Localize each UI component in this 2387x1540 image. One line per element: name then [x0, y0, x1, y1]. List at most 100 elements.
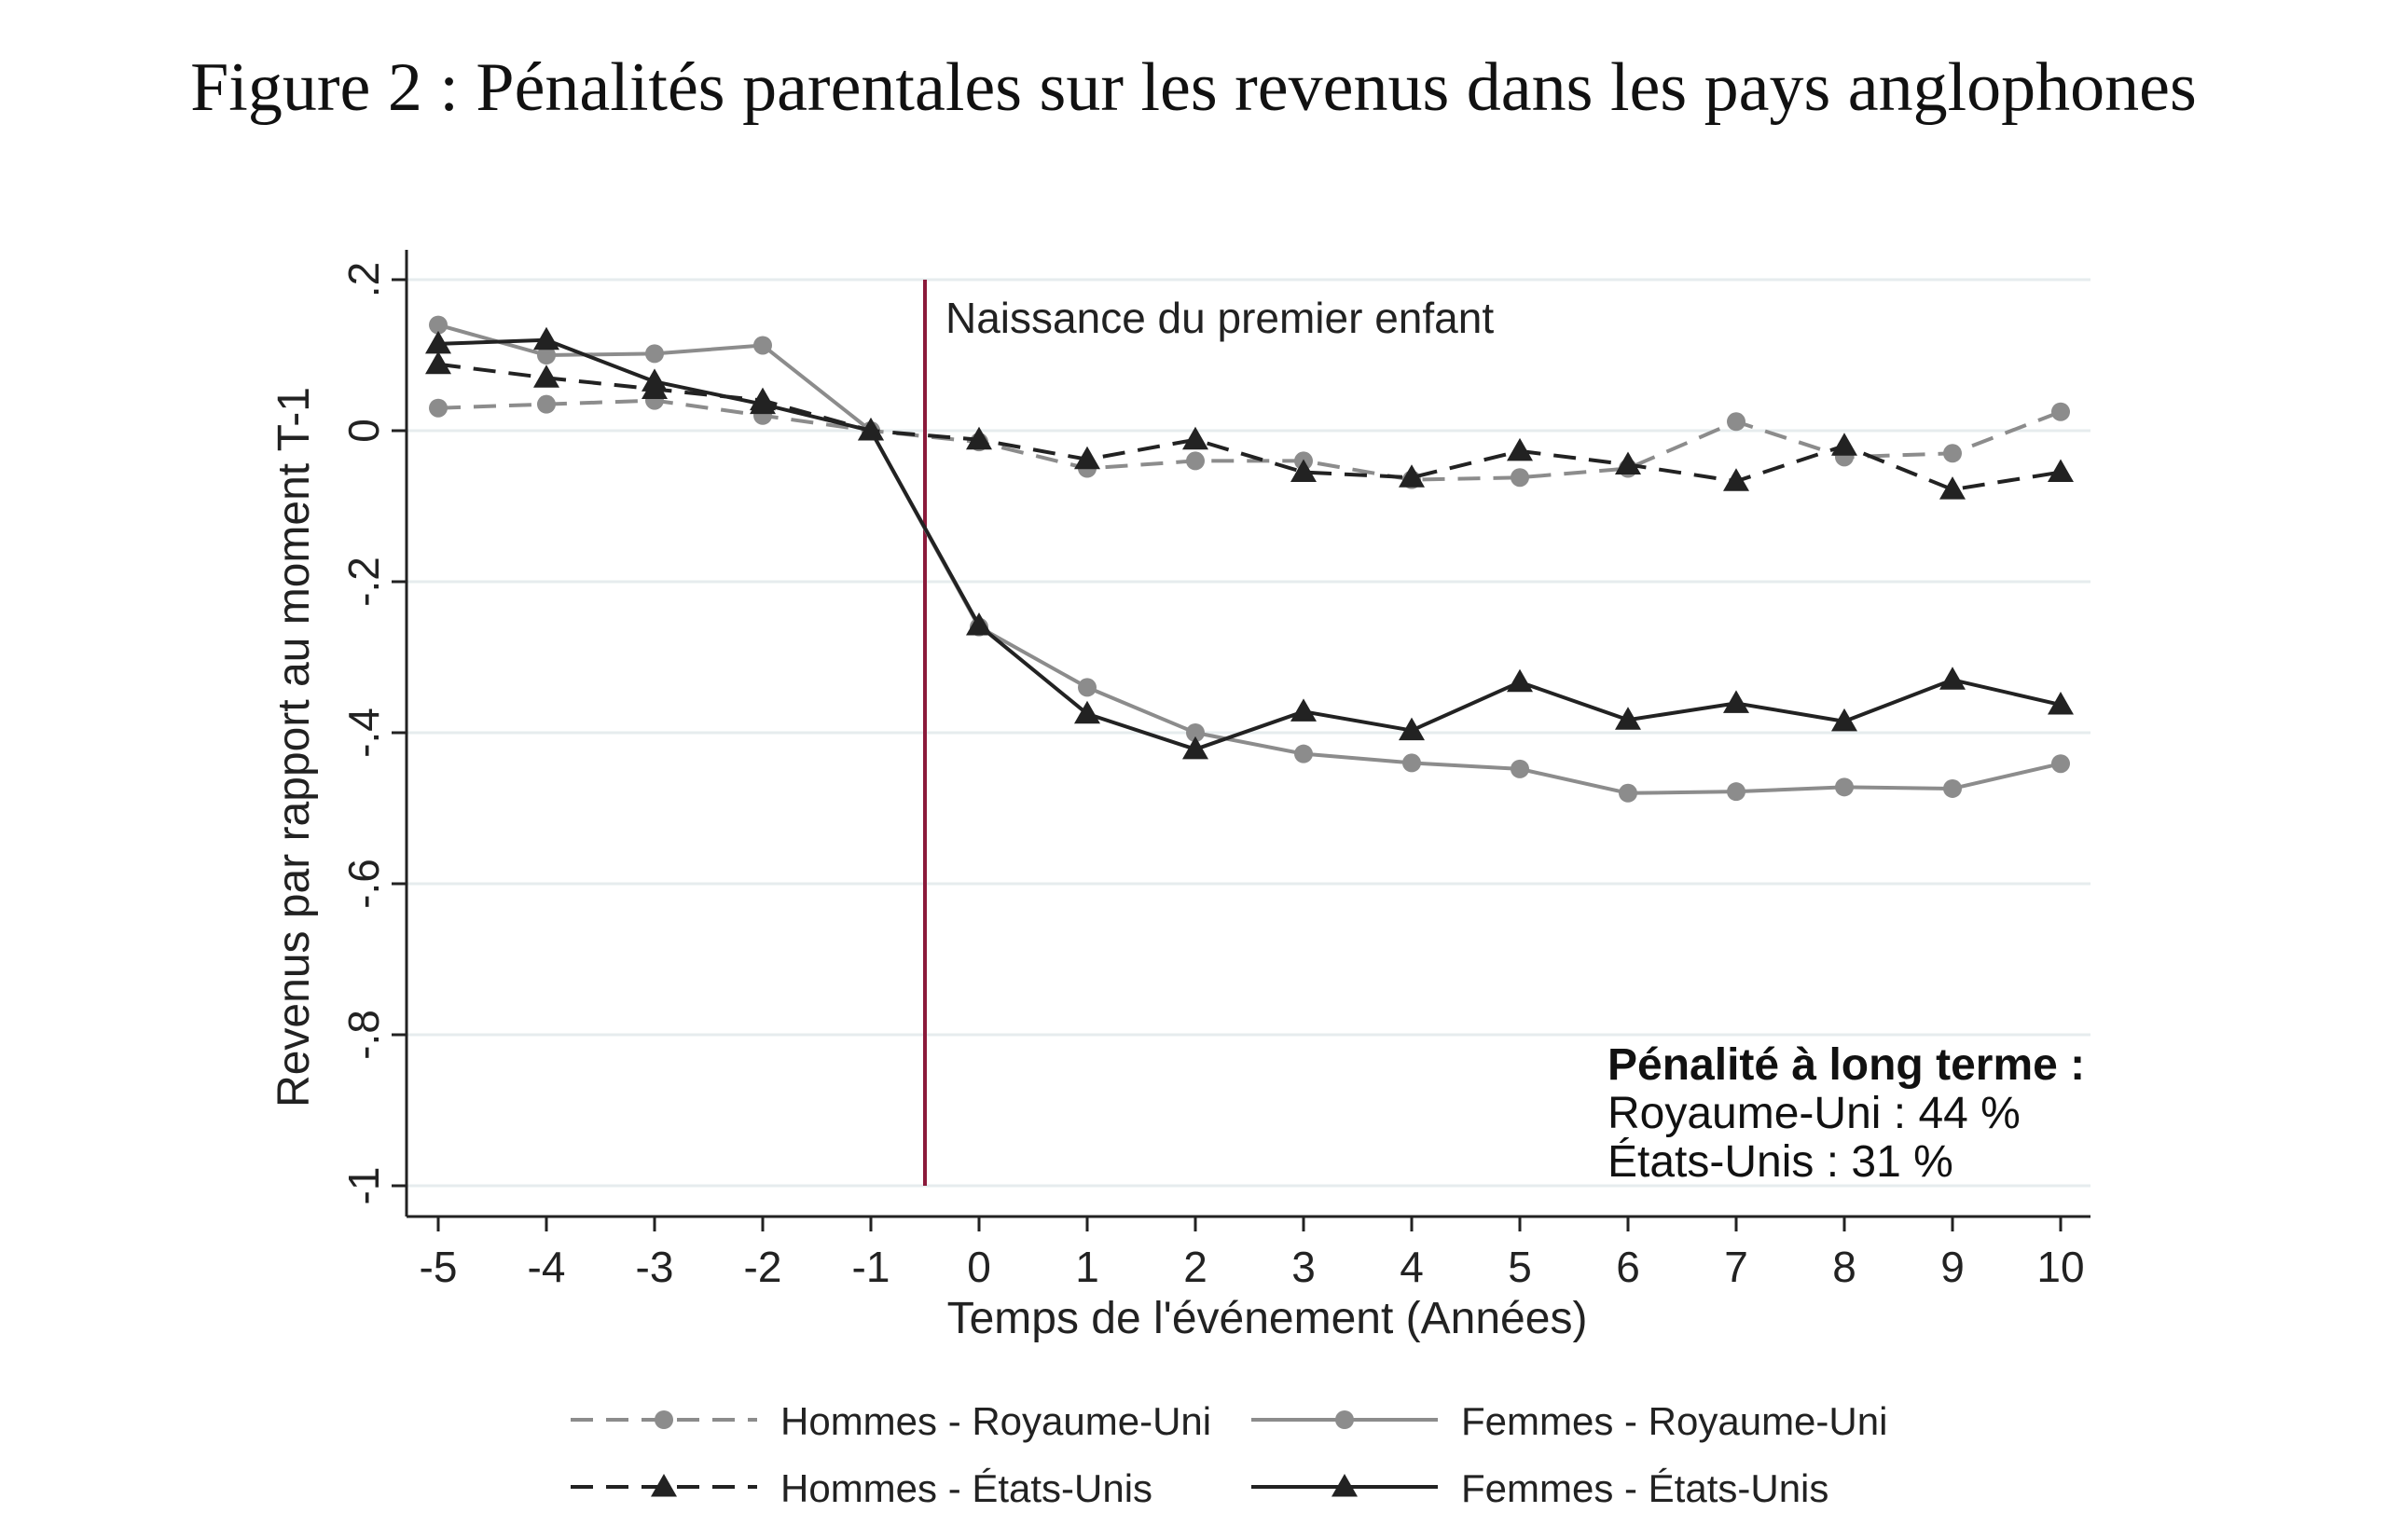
- data-point: [1511, 759, 1529, 778]
- data-point: [1294, 744, 1313, 763]
- y-tick-label: -.6: [339, 859, 388, 909]
- data-point: [2051, 402, 2070, 421]
- data-point: [429, 398, 448, 418]
- data-point: [966, 426, 992, 450]
- data-point: [1727, 782, 1745, 802]
- data-point: [537, 346, 556, 364]
- data-point: [642, 368, 668, 392]
- data-point: [1074, 700, 1100, 724]
- data-point: [1182, 426, 1208, 450]
- data-point: [429, 315, 448, 335]
- data-point: [1835, 777, 1854, 797]
- x-tick-label: -2: [744, 1243, 782, 1291]
- y-axis-title: Revenus par rapport au moment T-1: [269, 387, 319, 1107]
- legend-label: Femmes - Royaume-Uni: [1461, 1399, 1887, 1443]
- data-point: [858, 418, 884, 441]
- x-tick-label: 8: [1832, 1243, 1856, 1291]
- x-tick-label: 5: [1508, 1243, 1532, 1291]
- data-point: [1290, 698, 1317, 722]
- x-tick-label: 6: [1616, 1243, 1640, 1291]
- data-point: [1511, 468, 1529, 488]
- x-axis-title: Temps de l'événement (Années): [947, 1294, 1588, 1343]
- data-point: [753, 336, 772, 355]
- legend-marker: [651, 1474, 677, 1497]
- x-tick-label: 9: [1940, 1243, 1965, 1291]
- data-point: [1186, 451, 1205, 471]
- legend-label: Femmes - États-Unis: [1461, 1466, 1828, 1510]
- annotation-line: États-Unis : 31 %: [1607, 1137, 1953, 1187]
- data-point: [533, 326, 559, 351]
- event-line-group: Naissance du premier enfant: [923, 280, 1494, 1186]
- series-line: [437, 362, 2062, 492]
- data-point: [1723, 468, 1749, 491]
- axes: .2 0 -.2 -.4 -.6 -.8 -1 -5 -4 -3 -2 -1 0 1 2 3 4 5 6 7 8 9 10 T…: [269, 250, 2090, 1343]
- series-group: [425, 315, 2074, 803]
- data-point: [533, 364, 559, 388]
- data-point: [2048, 459, 2074, 483]
- data-point: [1507, 668, 1533, 693]
- data-point: [1615, 707, 1641, 730]
- x-tick-label: 2: [1183, 1243, 1207, 1291]
- data-point: [1507, 437, 1533, 461]
- data-point: [966, 612, 992, 636]
- data-point: [1723, 690, 1749, 713]
- x-tick-label: -4: [528, 1243, 566, 1291]
- series-line: [437, 398, 2062, 482]
- data-point: [1290, 459, 1317, 483]
- penalty-annotation: Pénalité à long terme :Royaume-Uni : 44 …: [1607, 1040, 2085, 1187]
- figure-title: Figure 2 : Pénalités parentales sur les …: [190, 49, 2197, 126]
- y-tick-label: 0: [339, 419, 388, 443]
- legend-label: Hommes - Royaume-Uni: [780, 1399, 1211, 1443]
- y-tick-label: -1: [339, 1167, 388, 1205]
- x-tick-label: -5: [420, 1243, 458, 1291]
- legend: Hommes - Royaume-Uni Femmes - Royaume-Uni…: [571, 1399, 1887, 1510]
- data-point: [1402, 753, 1421, 773]
- series-line: [437, 337, 2062, 751]
- y-tick-label: -.2: [339, 557, 388, 607]
- annotation-line: Royaume-Uni : 44 %: [1607, 1089, 2021, 1138]
- data-point: [2048, 692, 2074, 715]
- data-point: [1399, 464, 1425, 488]
- data-point: [1078, 678, 1097, 697]
- data-point: [1727, 412, 1745, 432]
- data-point: [1831, 708, 1857, 732]
- y-tick-label: -.8: [339, 1010, 388, 1060]
- x-tick-label: -3: [636, 1243, 674, 1291]
- gridlines: [407, 278, 2090, 1188]
- series-4: [425, 326, 2074, 760]
- legend-item: Hommes - États-Unis: [571, 1466, 1152, 1510]
- data-point: [2051, 754, 2070, 774]
- legend-marker: [655, 1410, 673, 1429]
- series-3: [425, 351, 2074, 500]
- data-point: [645, 344, 664, 364]
- x-tick-label: 4: [1400, 1243, 1424, 1291]
- series-line: [437, 323, 2062, 795]
- data-point: [1939, 476, 1966, 500]
- y-tick-label: .2: [339, 262, 388, 297]
- event-line-label: Naissance du premier enfant: [945, 294, 1494, 342]
- data-point: [1943, 778, 1962, 798]
- data-point: [1186, 723, 1205, 742]
- data-point: [1399, 717, 1425, 741]
- legend-label: Hommes - États-Unis: [780, 1466, 1152, 1510]
- data-point: [1943, 444, 1962, 463]
- data-point: [1182, 736, 1208, 760]
- x-tick-label: 1: [1075, 1243, 1099, 1291]
- data-point: [425, 330, 451, 354]
- series-1: [429, 391, 2070, 489]
- data-point: [1615, 451, 1641, 474]
- data-point: [750, 391, 776, 415]
- x-tick-label: 3: [1291, 1243, 1316, 1291]
- x-tick-label: 7: [1724, 1243, 1748, 1291]
- x-tick-label: 10: [2036, 1243, 2084, 1291]
- data-point: [1831, 433, 1857, 456]
- data-point: [1939, 667, 1966, 690]
- y-tick-label: -.4: [339, 708, 388, 758]
- x-tick-label: 0: [967, 1243, 991, 1291]
- legend-marker: [1335, 1410, 1354, 1429]
- legend-item: Femmes - Royaume-Uni: [1251, 1399, 1887, 1443]
- data-point: [425, 351, 451, 375]
- data-point: [1619, 783, 1637, 803]
- legend-marker: [1331, 1474, 1358, 1497]
- annotation-heading: Pénalité à long terme :: [1607, 1040, 2085, 1090]
